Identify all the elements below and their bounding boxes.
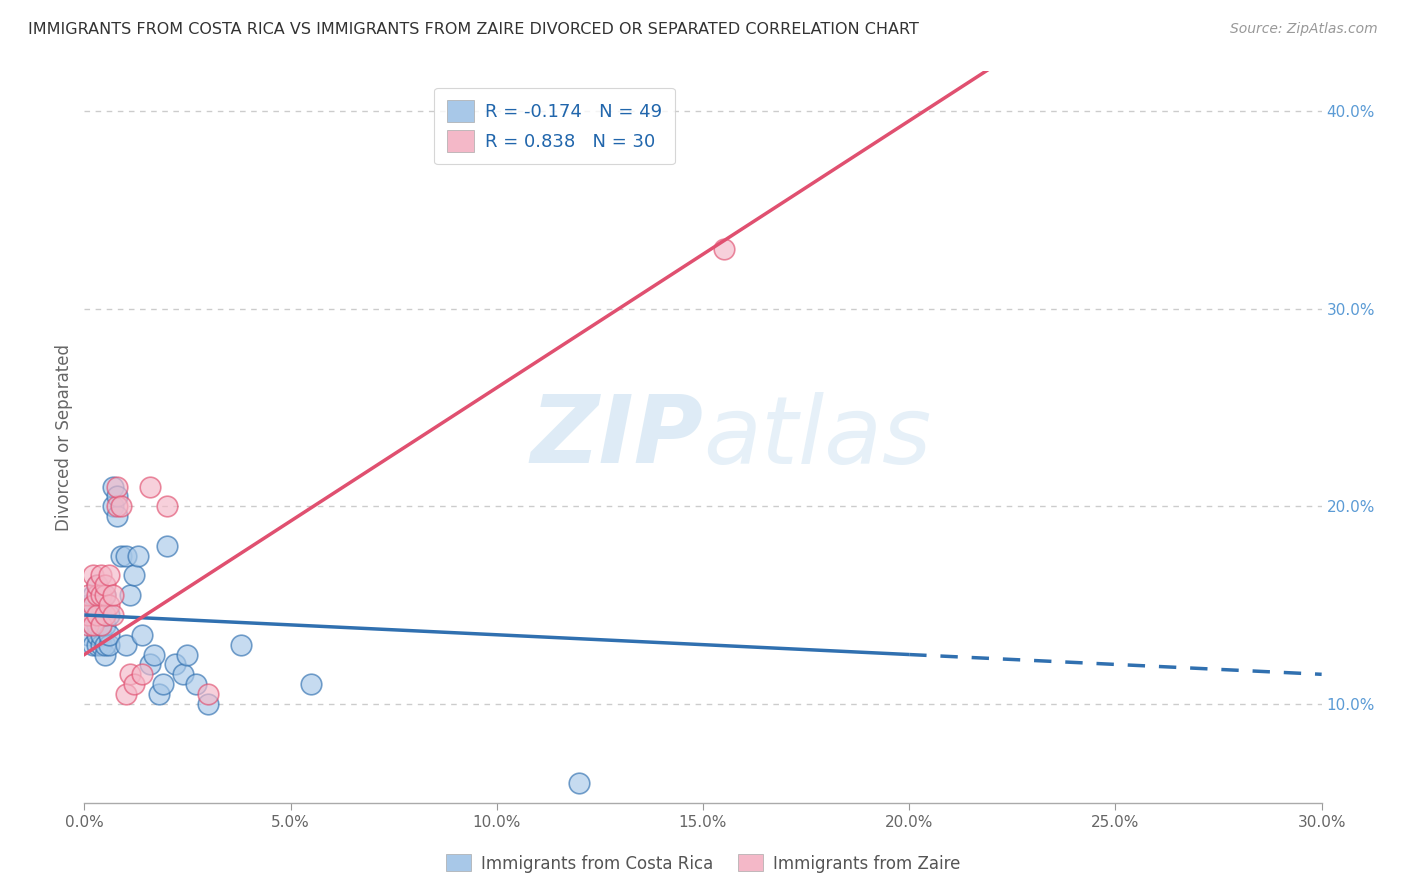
Point: [103, 607, 125, 622]
Point: [90, 638, 112, 652]
Point: [568, 776, 591, 790]
Point: [82, 638, 104, 652]
Point: [90, 618, 112, 632]
Point: [94, 588, 117, 602]
Point: [94, 618, 117, 632]
Point: [105, 500, 128, 514]
Point: [77, 598, 100, 612]
Point: [127, 549, 149, 563]
Point: [77, 588, 100, 602]
Point: [77, 607, 100, 622]
Point: [197, 687, 219, 701]
Point: [77, 618, 100, 632]
Point: [94, 588, 117, 602]
Point: [90, 598, 112, 612]
Point: [90, 628, 112, 642]
Point: [148, 687, 170, 701]
Point: [114, 638, 136, 652]
Point: [90, 568, 112, 582]
Point: [110, 500, 132, 514]
Point: [77, 607, 100, 622]
Point: [82, 568, 104, 582]
Text: Source: ZipAtlas.com: Source: ZipAtlas.com: [1230, 22, 1378, 37]
Point: [82, 618, 104, 632]
Point: [114, 687, 136, 701]
Point: [94, 648, 117, 662]
Legend: Immigrants from Costa Rica, Immigrants from Zaire: Immigrants from Costa Rica, Immigrants f…: [439, 847, 967, 880]
Point: [122, 568, 145, 582]
Point: [110, 549, 132, 563]
Point: [86, 588, 108, 602]
Text: IMMIGRANTS FROM COSTA RICA VS IMMIGRANTS FROM ZAIRE DIVORCED OR SEPARATED CORREL: IMMIGRANTS FROM COSTA RICA VS IMMIGRANTS…: [28, 22, 920, 37]
Point: [103, 479, 125, 493]
Point: [86, 607, 108, 622]
Point: [82, 618, 104, 632]
Point: [86, 628, 108, 642]
Point: [713, 242, 735, 256]
Point: [90, 618, 112, 632]
Point: [86, 607, 108, 622]
Point: [172, 667, 194, 681]
Point: [139, 657, 162, 672]
Point: [118, 588, 141, 602]
Point: [86, 638, 108, 652]
Point: [82, 588, 104, 602]
Point: [103, 500, 125, 514]
Point: [197, 697, 219, 711]
Point: [152, 677, 174, 691]
Point: [77, 628, 100, 642]
Point: [105, 479, 128, 493]
Point: [98, 607, 121, 622]
Point: [103, 588, 125, 602]
Point: [122, 677, 145, 691]
Point: [131, 667, 153, 681]
Point: [184, 677, 207, 691]
Point: [143, 648, 166, 662]
Text: atlas: atlas: [703, 392, 931, 483]
Point: [131, 628, 153, 642]
Point: [176, 648, 198, 662]
Point: [229, 638, 252, 652]
Point: [156, 539, 179, 553]
Point: [156, 500, 179, 514]
Point: [299, 677, 322, 691]
Point: [90, 588, 112, 602]
Point: [86, 578, 108, 592]
Point: [105, 509, 128, 524]
Point: [90, 607, 112, 622]
Point: [94, 638, 117, 652]
Point: [86, 618, 108, 632]
Point: [98, 568, 121, 582]
Legend: R = -0.174   N = 49, R = 0.838   N = 30: R = -0.174 N = 49, R = 0.838 N = 30: [434, 87, 675, 164]
Point: [118, 667, 141, 681]
Point: [98, 628, 121, 642]
Point: [98, 598, 121, 612]
Point: [139, 479, 162, 493]
Point: [86, 578, 108, 592]
Text: ZIP: ZIP: [530, 391, 703, 483]
Y-axis label: Divorced or Separated: Divorced or Separated: [55, 343, 73, 531]
Point: [82, 598, 104, 612]
Point: [82, 598, 104, 612]
Point: [82, 607, 104, 622]
Point: [165, 657, 187, 672]
Point: [94, 578, 117, 592]
Point: [98, 638, 121, 652]
Point: [94, 607, 117, 622]
Point: [114, 549, 136, 563]
Point: [105, 489, 128, 503]
